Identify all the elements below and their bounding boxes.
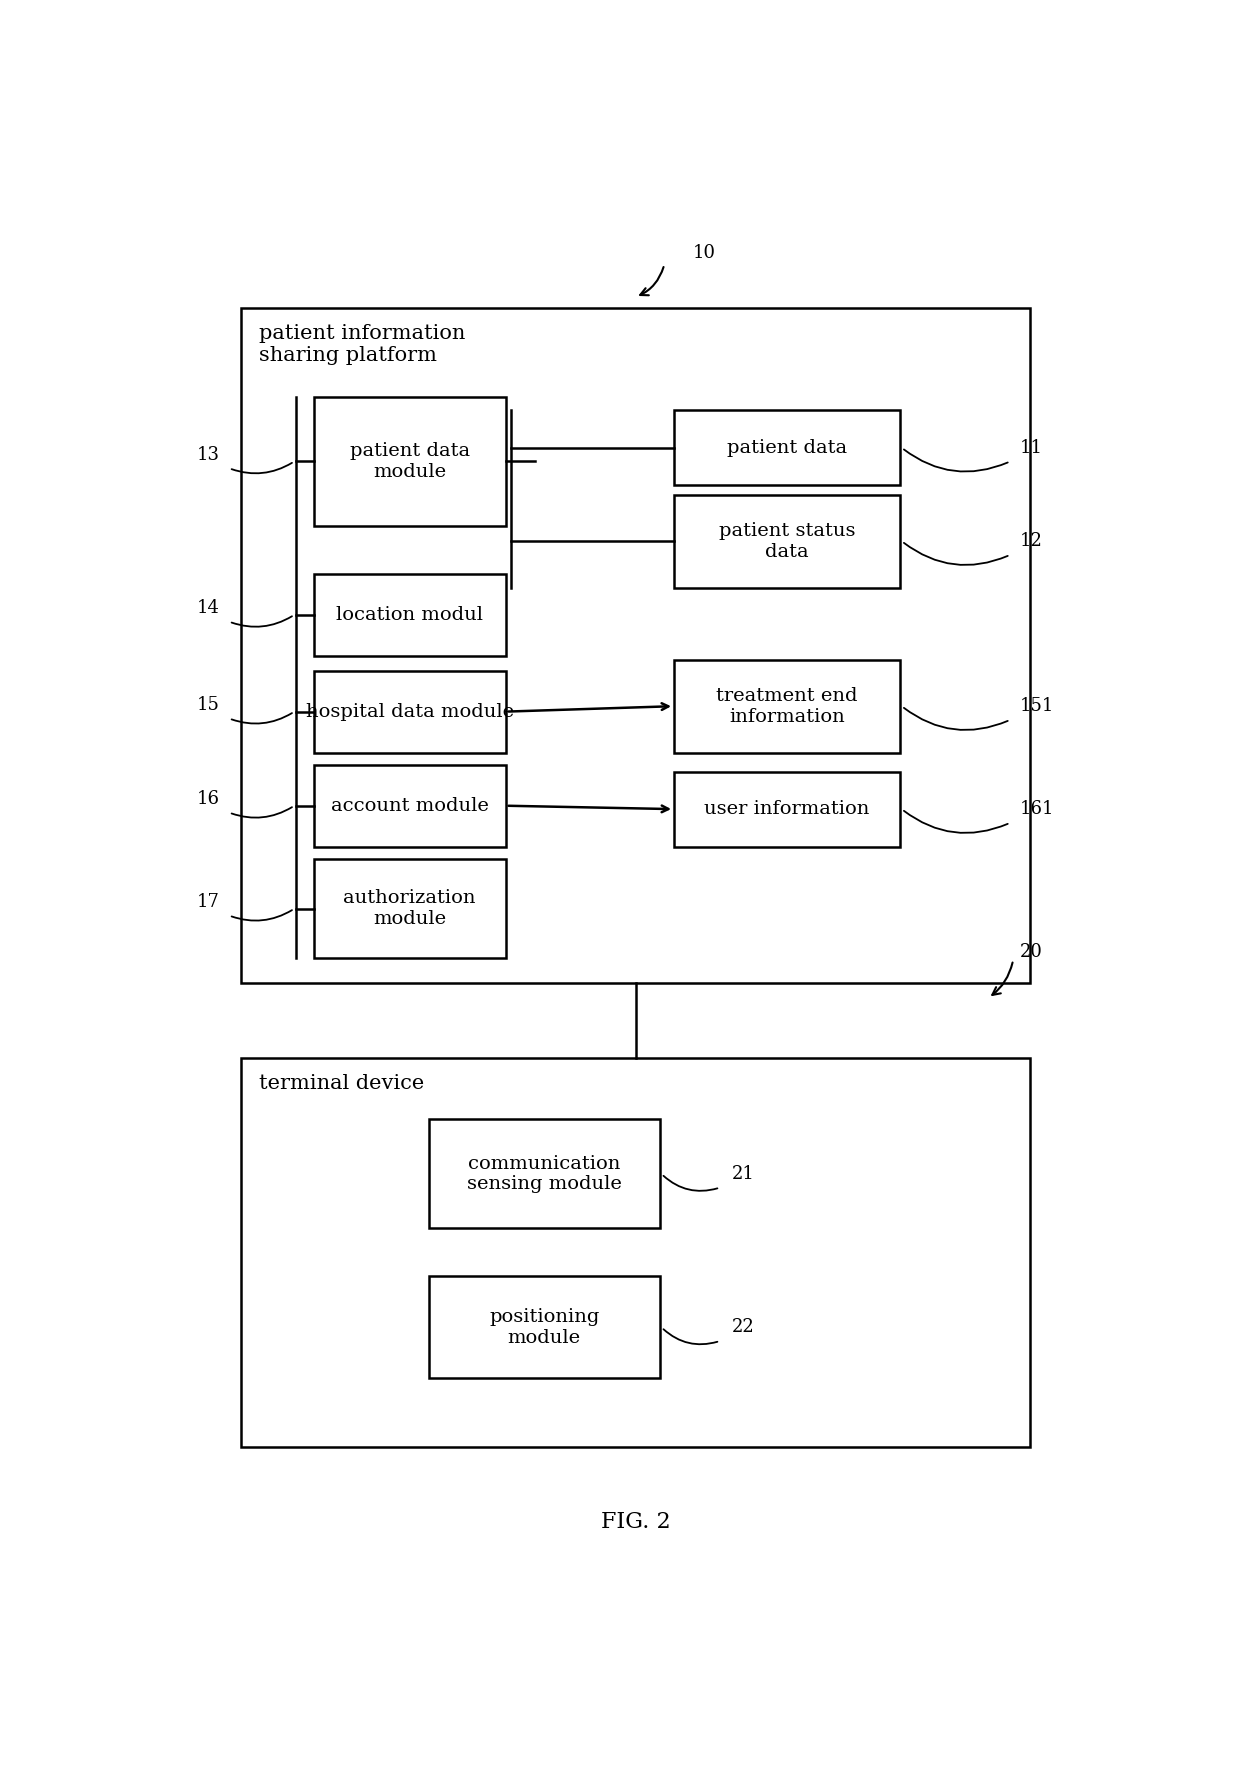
Text: 10: 10 [693, 244, 717, 262]
Text: 14: 14 [196, 599, 219, 616]
Text: 151: 151 [1019, 698, 1054, 715]
Text: FIG. 2: FIG. 2 [600, 1511, 671, 1532]
Text: 13: 13 [196, 446, 219, 464]
Text: 21: 21 [732, 1165, 754, 1183]
Text: 22: 22 [732, 1318, 754, 1337]
Text: 20: 20 [1019, 942, 1043, 960]
FancyBboxPatch shape [314, 859, 506, 958]
Text: patient data: patient data [727, 439, 847, 457]
FancyBboxPatch shape [675, 411, 900, 485]
Text: hospital data module: hospital data module [305, 703, 513, 721]
FancyBboxPatch shape [675, 661, 900, 753]
Text: positioning
module: positioning module [489, 1309, 599, 1346]
Text: patient status
data: patient status data [719, 522, 856, 561]
Text: communication
sensing module: communication sensing module [466, 1155, 621, 1194]
FancyBboxPatch shape [675, 772, 900, 847]
Text: 15: 15 [196, 696, 219, 714]
Text: treatment end
information: treatment end information [717, 687, 858, 726]
Text: terminal device: terminal device [259, 1075, 424, 1093]
Text: 12: 12 [1019, 531, 1043, 551]
Text: account module: account module [331, 797, 489, 815]
Text: 17: 17 [196, 893, 219, 910]
FancyBboxPatch shape [314, 765, 506, 847]
FancyBboxPatch shape [242, 308, 1029, 983]
Text: location modul: location modul [336, 606, 484, 623]
Text: authorization
module: authorization module [343, 889, 476, 928]
Text: 161: 161 [1019, 800, 1054, 818]
Text: user information: user information [704, 800, 869, 818]
FancyBboxPatch shape [314, 671, 506, 753]
FancyBboxPatch shape [242, 1057, 1029, 1447]
FancyBboxPatch shape [429, 1119, 660, 1229]
FancyBboxPatch shape [675, 494, 900, 588]
FancyBboxPatch shape [314, 574, 506, 655]
FancyBboxPatch shape [429, 1277, 660, 1378]
Text: 16: 16 [196, 790, 219, 808]
Text: 11: 11 [1019, 439, 1043, 457]
FancyBboxPatch shape [314, 397, 506, 526]
Text: patient information
sharing platform: patient information sharing platform [259, 324, 465, 365]
Text: patient data
module: patient data module [350, 443, 470, 480]
